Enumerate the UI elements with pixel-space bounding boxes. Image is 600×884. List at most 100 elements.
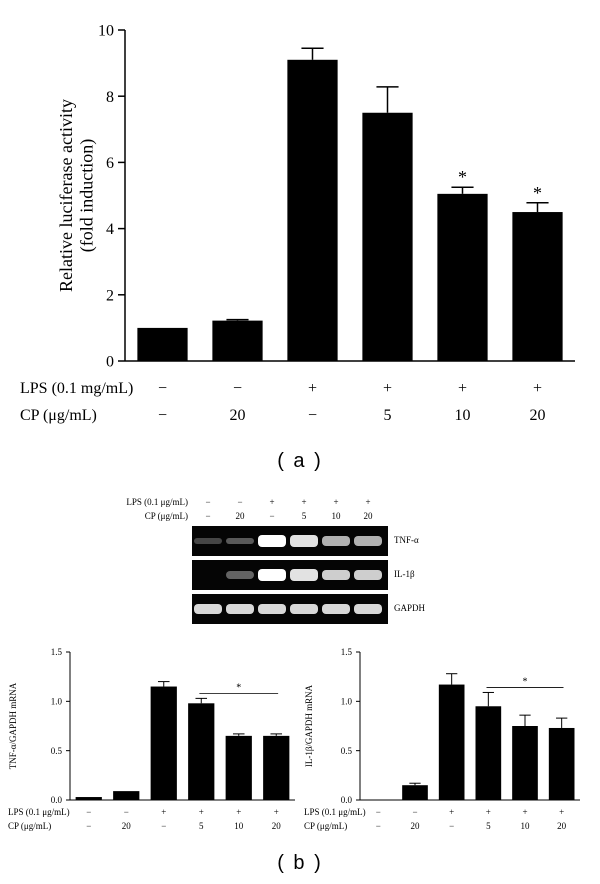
bar [512, 212, 563, 361]
condition-value: − [158, 380, 167, 397]
bar [362, 112, 413, 361]
condition-value: + [533, 380, 542, 397]
bar [475, 706, 502, 800]
y-tick-label: 1.5 [341, 647, 353, 657]
bar [150, 686, 177, 800]
gel-row-label: GAPDH [394, 603, 426, 613]
y-tick-label: 1.5 [51, 647, 63, 657]
gel-header-value: − [237, 497, 243, 507]
bar [225, 735, 252, 800]
y-axis-label: TNF-α/GAPDH mRNA [8, 682, 18, 769]
gel-band [258, 535, 286, 547]
significance-marker: * [458, 167, 467, 187]
y-tick-label: 1.0 [51, 696, 63, 706]
condition-value: + [449, 807, 454, 817]
gel-header-value: − [205, 497, 211, 507]
condition-value: 5 [384, 407, 392, 424]
condition-value: − [233, 380, 242, 397]
bar [188, 703, 215, 800]
gel-band [290, 535, 318, 547]
y-tick-label: 0.5 [341, 746, 353, 756]
condition-label: LPS (0.1 μg/mL) [304, 807, 366, 817]
gel-band [258, 603, 286, 615]
condition-value: 10 [455, 407, 471, 424]
y-axis-label: Relative luciferase activity(fold induct… [56, 99, 98, 292]
panel-label-a: ( a ) [277, 450, 323, 472]
condition-value: 20 [530, 407, 546, 424]
y-tick-label: 1.0 [341, 696, 353, 706]
y-tick-label: 0 [106, 354, 114, 371]
gel-band [194, 603, 222, 615]
gel-band [290, 603, 318, 615]
condition-value: − [124, 807, 129, 817]
condition-value: + [383, 380, 392, 397]
gel-header-label: CP (μg/mL) [144, 511, 188, 521]
bar [137, 327, 188, 361]
condition-label: CP (μg/mL) [304, 821, 347, 831]
bar [402, 785, 428, 800]
condition-value: 20 [557, 821, 567, 831]
gel-header-value: 20 [235, 511, 245, 521]
condition-value: 20 [122, 821, 132, 831]
gel-band [354, 536, 382, 546]
condition-value: + [486, 807, 491, 817]
condition-value: − [376, 821, 381, 831]
gel-header-value: 20 [363, 511, 373, 521]
bar [512, 726, 538, 800]
condition-label: LPS (0.1 μg/mL) [8, 807, 70, 817]
condition-value: + [161, 807, 166, 817]
bar [263, 735, 290, 800]
condition-value: + [308, 380, 317, 397]
condition-value: − [308, 407, 317, 424]
y-tick-label: 2 [106, 287, 114, 304]
condition-value: + [559, 807, 564, 817]
chart-b-right: 0.0 0.5 1.0 1.5 IL-1β/GAPDH mRNA * LPS (0.1 μg… [304, 647, 580, 831]
gel-header-value: + [333, 497, 339, 507]
gel-header-label: LPS (0.1 μg/mL) [126, 497, 188, 507]
gel-header-value: + [269, 497, 275, 507]
condition-label: LPS (0.1 mg/mL) [20, 380, 133, 397]
y-axis-label: IL-1β/GAPDH mRNA [304, 684, 314, 767]
gel-header-value: + [365, 497, 371, 507]
y-tick-label: 10 [98, 23, 114, 40]
gel-band [322, 603, 350, 615]
chart-a: 0 2 4 6 8 10 Relative luciferase activity(fold… [20, 23, 575, 424]
gel-band [226, 571, 254, 579]
condition-value: − [376, 807, 381, 817]
y-tick-label: 0.5 [51, 746, 63, 756]
y-tick-label: 6 [106, 155, 114, 172]
gel-band [258, 569, 286, 581]
y-tick-label: 8 [106, 89, 114, 106]
significance-marker: * [236, 682, 241, 693]
gel-band [226, 603, 254, 615]
condition-value: 20 [230, 407, 246, 424]
condition-value: 5 [486, 821, 491, 831]
condition-value: 20 [411, 821, 421, 831]
significance-marker: * [523, 676, 528, 687]
condition-value: − [86, 821, 91, 831]
gel-image: LPS (0.1 μg/mL) − − + + + + CP (μg/mL) − 20 − 5 10 20… [0, 490, 600, 630]
condition-value: − [86, 807, 91, 817]
gel-band [322, 569, 350, 581]
gel-header-value: 5 [301, 511, 307, 521]
significance-marker: * [533, 183, 542, 203]
chart-b-left: 0.0 0.5 1.0 1.5 TNF-α/GAPDH mRNA * LPS (0.1 μg… [8, 647, 295, 831]
y-tick-label: 4 [106, 221, 114, 238]
condition-value: + [458, 380, 467, 397]
condition-value: + [274, 807, 279, 817]
bar [113, 791, 140, 800]
gel-row-label: TNF-α [394, 535, 419, 545]
condition-value: − [161, 821, 166, 831]
condition-value: + [236, 807, 241, 817]
gel-row-label: IL-1β [394, 569, 415, 579]
condition-value: − [158, 407, 167, 424]
gel-band [354, 569, 382, 581]
gel-band [354, 603, 382, 615]
bar [548, 727, 575, 800]
condition-value: 10 [521, 821, 531, 831]
condition-label: CP (μg/mL) [20, 407, 97, 424]
panel-label-b: ( b ) [277, 852, 323, 874]
condition-value: 5 [199, 821, 204, 831]
y-tick-label: 0.0 [51, 795, 63, 805]
condition-value: + [199, 807, 204, 817]
